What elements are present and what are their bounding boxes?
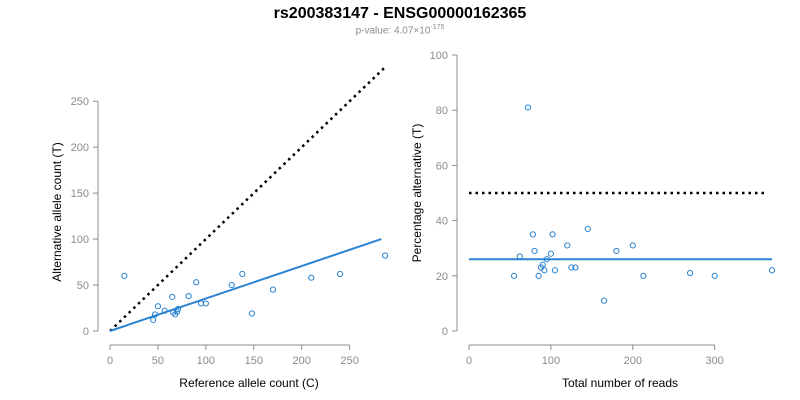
- panel2-y-tick-label: 60: [436, 160, 448, 172]
- panel1-data-point: [151, 311, 159, 318]
- panel2-data-point: [541, 267, 548, 274]
- panel2-data-point: [572, 264, 579, 271]
- panel2-data-point: [601, 297, 608, 304]
- chart-subtitle: p-value: 4.07×10-175: [0, 24, 800, 36]
- panel2-y-axis-title: Percentage alternative (T): [410, 124, 424, 263]
- panel1-data-point: [174, 308, 181, 315]
- panel2-data-point: [629, 242, 636, 249]
- panel1-data-point: [308, 274, 315, 281]
- panel1-data-point: [336, 270, 344, 278]
- panel1-x-axis-title: Reference allele count (C): [179, 376, 318, 390]
- panel1-data-point: [202, 300, 209, 307]
- panel2-data-point: [510, 272, 518, 279]
- panel1-data-point: [382, 252, 389, 259]
- panel1-data-point: [239, 270, 246, 278]
- panel2-y-tick-label: 0: [442, 326, 448, 338]
- panel2-x-tick-label: 200: [624, 355, 642, 367]
- panel1-y-axis-title: Alternative allele count (T): [50, 142, 64, 281]
- panel2-x-tick-label: 100: [542, 355, 560, 367]
- panel1-x-tick-label: 200: [293, 355, 311, 367]
- panel1-x-tick-label: 50: [152, 355, 164, 367]
- panel1-data-point: [185, 292, 192, 300]
- panel2-data-point: [529, 231, 536, 238]
- panel2-data-point: [551, 267, 559, 274]
- panel2-x-tick-label: 0: [466, 355, 472, 367]
- panel2-data-point: [535, 272, 542, 279]
- panel2-data-point: [531, 247, 538, 255]
- panel2-data-point: [516, 253, 523, 260]
- panel1-data-point: [174, 305, 182, 313]
- panel2-y-tick-label: 20: [436, 271, 448, 283]
- p-value-text: p-value: 4.07×10: [355, 25, 431, 37]
- panel2-data-point: [539, 261, 546, 268]
- panel2-data-point: [524, 104, 532, 111]
- panel1-data-point: [170, 309, 177, 316]
- panel1-data-point: [193, 279, 200, 286]
- panel2-y-tick-label: 100: [430, 50, 448, 62]
- panel2-data-point: [547, 250, 554, 257]
- panel1-data-point: [161, 307, 168, 314]
- panel2-data-point: [568, 264, 575, 271]
- panel2-data-point: [687, 269, 694, 277]
- panel1-reference-line: [109, 66, 386, 332]
- panel1-x-tick-label: 0: [107, 355, 113, 367]
- panel2-data-point: [549, 231, 556, 238]
- panel1-x-tick-label: 100: [197, 355, 215, 367]
- panel1-x-tick-label: 250: [340, 355, 358, 367]
- panel2-y-tick-label: 80: [436, 105, 448, 117]
- panel2-data-point: [613, 247, 620, 255]
- panel1-data-point: [150, 316, 157, 324]
- panel1-y-tick-label: 0: [83, 326, 89, 338]
- panel1-data-point: [154, 303, 162, 310]
- panel2-x-tick-label: 300: [705, 355, 723, 367]
- panel1-data-point: [269, 286, 277, 293]
- panel1-data-point: [169, 293, 176, 301]
- panel1-y-tick-label: 150: [71, 188, 89, 200]
- panel2-y-tick-label: 40: [436, 216, 448, 228]
- panel1-data-point: [248, 310, 255, 317]
- panel1-x-tick-label: 150: [245, 355, 263, 367]
- panel1-data-point: [228, 281, 235, 289]
- panel1-y-tick-label: 50: [77, 280, 89, 292]
- panel2-data-point: [711, 272, 718, 279]
- panel1-fit-line: [109, 238, 382, 332]
- chart-title: rs200383147 - ENSG00000162365: [273, 5, 527, 22]
- panel2-data-point: [768, 267, 776, 274]
- panel2-data-point: [543, 256, 550, 263]
- p-value-exponent: -175: [430, 24, 445, 31]
- panel2-data-point: [564, 242, 571, 249]
- panel1-y-tick-label: 100: [71, 234, 89, 246]
- panel1-y-tick-label: 200: [71, 142, 89, 154]
- panel1-data-point: [121, 272, 128, 279]
- panel2-data-point: [584, 225, 591, 232]
- panel2-x-axis-title: Total number of reads: [562, 376, 678, 390]
- panel1-y-tick-label: 250: [71, 96, 89, 108]
- panel2-data-point: [640, 272, 647, 279]
